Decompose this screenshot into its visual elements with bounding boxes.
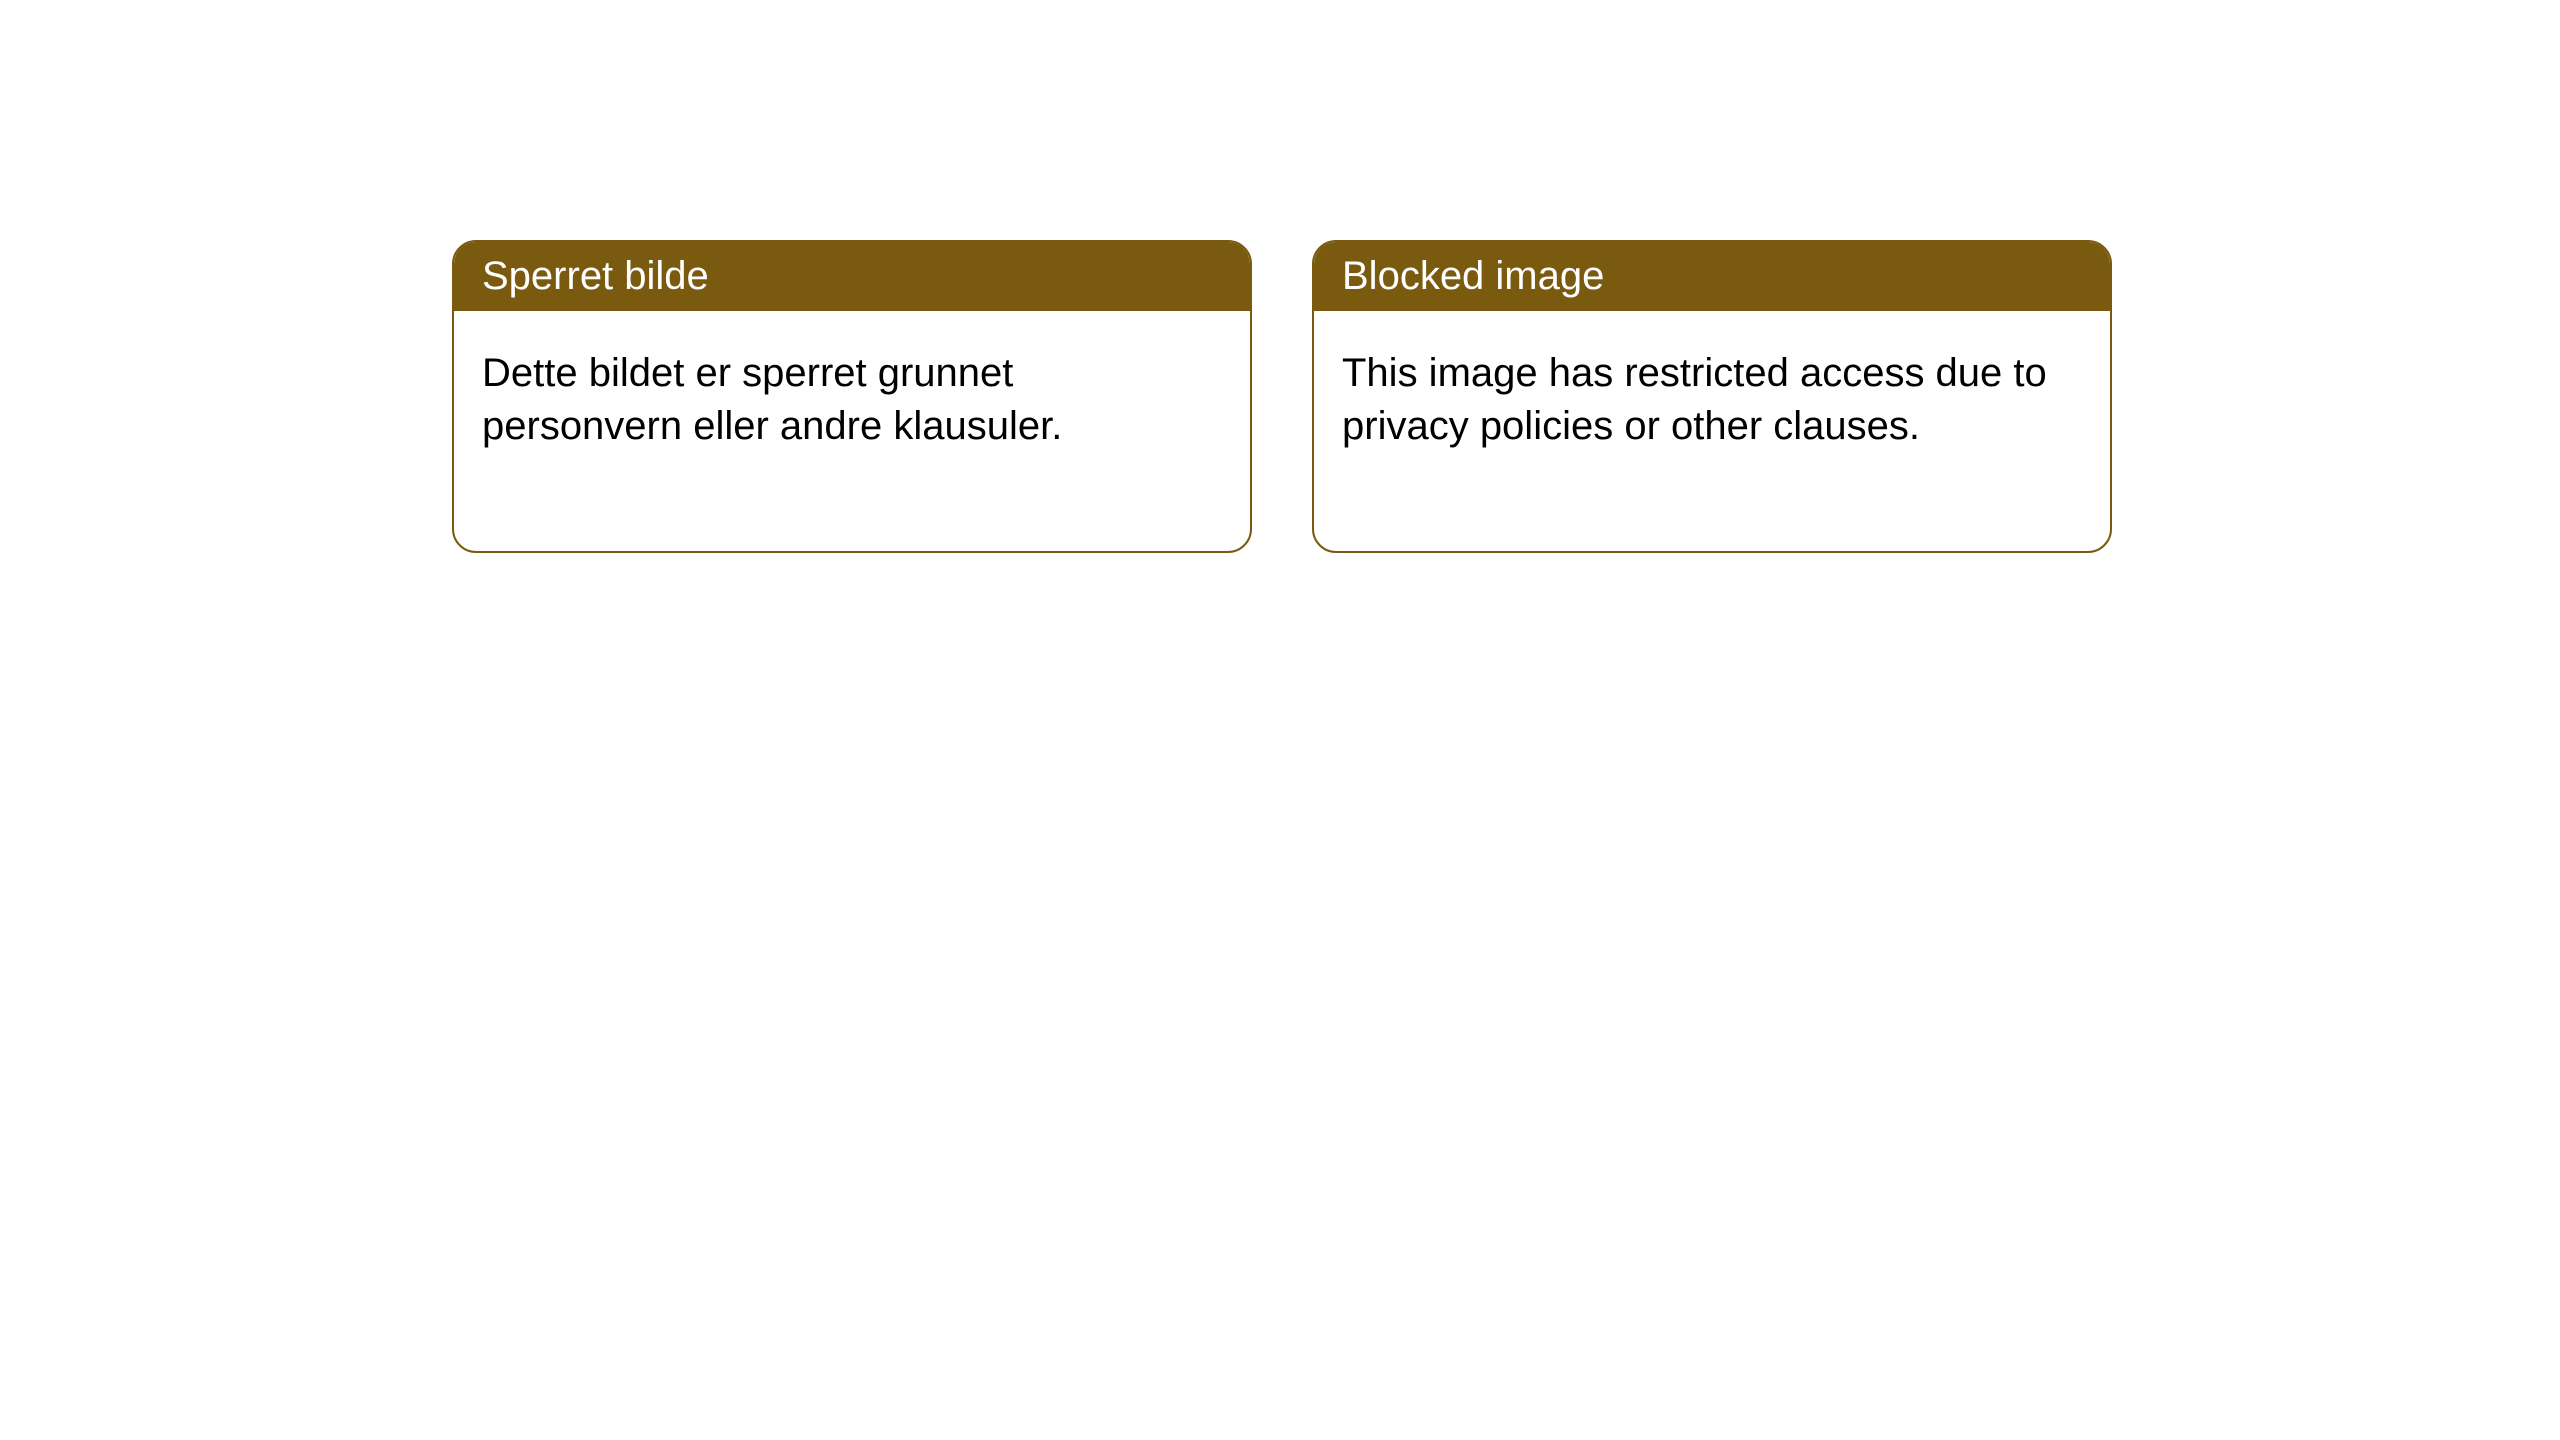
notice-card-norwegian: Sperret bilde Dette bildet er sperret gr… (452, 240, 1252, 553)
card-body-text: Dette bildet er sperret grunnet personve… (482, 351, 1062, 448)
card-body-text: This image has restricted access due to … (1342, 351, 2047, 448)
card-header: Blocked image (1314, 242, 2110, 311)
card-title: Blocked image (1342, 254, 1604, 298)
card-header: Sperret bilde (454, 242, 1250, 311)
card-body: Dette bildet er sperret grunnet personve… (454, 311, 1250, 551)
card-body: This image has restricted access due to … (1314, 311, 2110, 551)
notice-card-english: Blocked image This image has restricted … (1312, 240, 2112, 553)
card-title: Sperret bilde (482, 254, 709, 298)
notice-container: Sperret bilde Dette bildet er sperret gr… (452, 240, 2112, 553)
